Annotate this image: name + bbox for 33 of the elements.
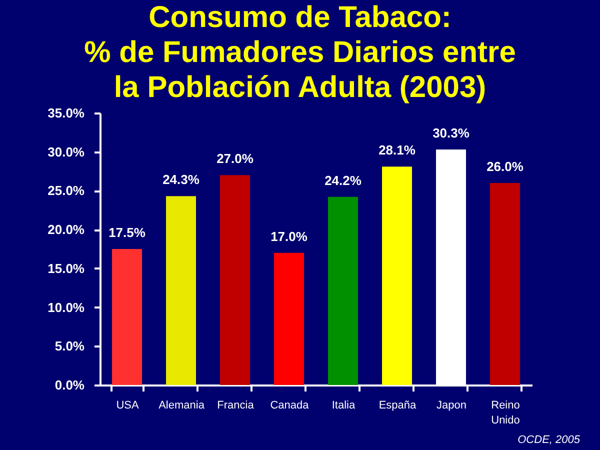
y-tick-label: 30.0% xyxy=(48,144,85,160)
y-tick-label: 25.0% xyxy=(48,183,85,198)
bar xyxy=(166,196,196,385)
bar xyxy=(382,166,412,385)
bar xyxy=(220,175,250,385)
y-tick-label: 0.0% xyxy=(54,378,85,392)
text: OCDE, 2005 xyxy=(518,434,581,446)
x-tick-label: USA xyxy=(116,400,140,412)
y-tick-label: 10.0% xyxy=(48,300,85,315)
data-label: 27.0% xyxy=(216,151,254,166)
bar xyxy=(490,182,520,385)
bar xyxy=(274,252,304,385)
x-tick-label: Canada xyxy=(270,400,310,412)
data-label: 17.0% xyxy=(270,228,308,244)
x-tick-label: Alemania xyxy=(158,400,206,412)
x-tick-label: Italia xyxy=(332,400,356,412)
x-tick-label: Japon xyxy=(436,400,466,412)
data-label: 28.1% xyxy=(378,142,416,158)
chart-title: Consumo de Tabaco: % de Fumadores Diarios entre la Población Adulta (2003) xyxy=(84,1,516,104)
x-tick-label: Francia xyxy=(217,400,255,412)
data-label: 24.3% xyxy=(162,172,200,188)
data-label: 17.5% xyxy=(108,225,146,240)
data-label: 30.3% xyxy=(432,126,470,141)
y-tick-label: 5.0% xyxy=(54,338,85,354)
y-tick-label: 35.0% xyxy=(48,106,85,120)
y-tick-label: 20.0% xyxy=(48,222,85,238)
y-tick-label: 15.0% xyxy=(48,260,85,276)
data-label: 24.2% xyxy=(324,172,362,188)
x-tick-label: Reino Unido xyxy=(491,400,520,426)
bar xyxy=(112,249,142,385)
bar xyxy=(328,196,358,385)
data-label: 26.0% xyxy=(486,158,524,174)
x-tick-label: España xyxy=(378,400,418,412)
